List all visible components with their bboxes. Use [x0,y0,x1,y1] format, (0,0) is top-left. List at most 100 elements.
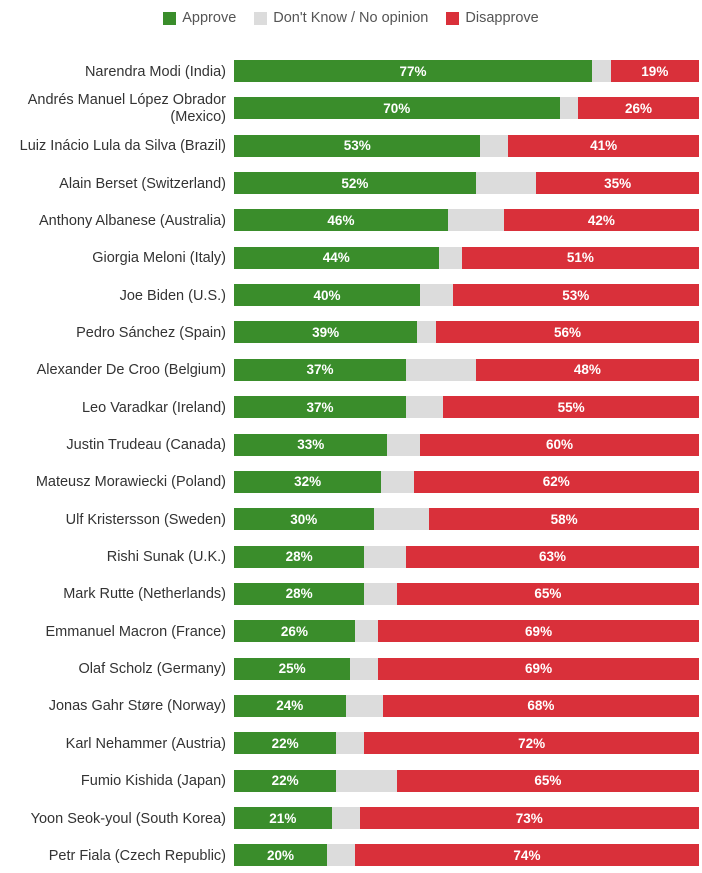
bar-row: Anthony Albanese (Australia) 46% 42% [0,206,702,236]
bar-segment-dont-know [447,209,504,232]
category-label: Emmanuel Macron (France) [45,623,227,640]
stacked-bar: 46% 42% [234,209,699,232]
category-label: Alexander De Croo (Belgium) [36,362,226,379]
data-label-approve: 39% [312,324,340,340]
stacked-bar: 70% 26% [234,97,699,120]
stacked-bar: 25% 69% [234,657,699,680]
data-label-disapprove: 51% [566,250,594,266]
stacked-bar: 37% 48% [234,358,699,381]
bar-segment-dont-know [331,807,360,829]
bar-row: Narendra Modi (India) 77% 19% [0,57,702,87]
category-label: Rishi Sunak (U.K.) [106,549,226,566]
bar-segment-approve: 30% [234,508,374,531]
bar-segment-disapprove: 65% [396,769,699,792]
bar-segment-approve: 46% [234,209,448,232]
bar-segment-approve: 53% [234,134,481,157]
bar-segment-approve: 32% [234,470,382,493]
bar-row: Jonas Gahr Støre (Norway) 24% 68% [0,692,702,722]
stacked-bar: 20% 74% [234,844,699,867]
data-label-approve: 21% [269,810,297,826]
category-label: Narendra Modi (India) [84,63,226,80]
data-label-approve: 37% [306,399,334,415]
data-label-disapprove: 19% [641,63,669,79]
category-label: Jonas Gahr Støre (Norway) [48,698,226,715]
bar-segment-approve: 24% [234,694,346,717]
category-label: Ulf Kristersson (Sweden) [65,511,226,528]
legend-item-disapprove: Disapprove [446,10,539,26]
bar-segment-approve: 40% [234,284,420,307]
bar-row: Alexander De Croo (Belgium) 37% 48% [0,356,702,386]
category-label: Anthony Albanese (Australia) [39,212,226,229]
bar-segment-dont-know [406,358,476,381]
data-label-disapprove: 69% [525,623,553,639]
bar-segment-approve: 37% [234,358,407,381]
data-label-approve: 30% [290,511,318,527]
data-label-disapprove: 69% [525,661,553,677]
bar-row: Yoon Seok-youl (South Korea) 21% 73% [0,804,702,834]
bar-segment-approve: 22% [234,769,337,792]
bar-segment-approve: 25% [234,657,351,680]
data-label-approve: 28% [285,586,313,602]
stacked-bar: 32% 62% [234,470,699,493]
data-label-disapprove: 55% [557,399,585,415]
stacked-bar: 26% 69% [234,620,699,643]
bar-segment-dont-know [387,433,420,456]
bar-segment-approve: 44% [234,246,439,269]
bar-segment-dont-know [438,246,462,269]
bar-row: Pedro Sánchez (Spain) 39% 56% [0,318,702,348]
bar-segment-disapprove: 19% [610,60,699,82]
legend-swatch-dont-know [254,11,268,25]
bar-row: Leo Varadkar (Ireland) 37% 55% [0,393,702,423]
data-label-disapprove: 53% [562,287,590,303]
bar-row: Karl Nehammer (Austria) 22% 72% [0,729,702,759]
legend: Approve Don't Know / No opinion Disappro… [0,8,702,28]
bar-segment-disapprove: 68% [382,694,699,717]
category-label: Karl Nehammer (Austria) [65,735,226,752]
data-label-disapprove: 48% [573,362,601,378]
bar-segment-disapprove: 62% [413,470,699,493]
data-label-disapprove: 26% [625,100,653,116]
bar-segment-dont-know [336,769,397,792]
stacked-bar: 39% 56% [234,321,699,344]
bar-row: Alain Berset (Switzerland) 52% 35% [0,169,702,199]
data-label-disapprove: 56% [553,324,581,340]
legend-label-disapprove: Disapprove [465,10,539,26]
bar-segment-dont-know [364,545,407,568]
bar-segment-approve: 77% [234,60,593,82]
data-label-disapprove: 42% [587,212,615,228]
bar-segment-disapprove: 48% [475,358,699,381]
bar-row: Petr Fiala (Czech Republic) 20% 74% [0,841,702,871]
stacked-bar: 28% 65% [234,582,699,605]
data-label-approve: 46% [327,212,355,228]
data-label-approve: 77% [399,63,427,79]
data-label-approve: 52% [341,175,369,191]
bar-row: Fumio Kishida (Japan) 22% 65% [0,767,702,797]
data-label-approve: 22% [271,773,299,789]
data-label-approve: 25% [278,661,306,677]
bar-row: Ulf Kristersson (Sweden) 30% 58% [0,505,702,535]
stacked-bar: 33% 60% [234,433,699,456]
category-label: Petr Fiala (Czech Republic) [48,847,226,864]
data-label-disapprove: 74% [513,847,541,863]
bar-segment-dont-know [327,844,355,867]
category-label: Andrés Manuel López Obrador (Mexico) [27,92,226,126]
category-label: Mateusz Morawiecki (Poland) [35,474,226,491]
bar-segment-disapprove: 55% [443,396,699,419]
bar-segment-dont-know [420,284,453,307]
data-label-approve: 44% [322,250,350,266]
bar-segment-approve: 33% [234,433,388,456]
bar-row: Mark Rutte (Netherlands) 28% 65% [0,580,702,610]
data-label-disapprove: 72% [518,735,546,751]
data-label-approve: 22% [271,735,299,751]
data-label-disapprove: 62% [542,474,570,490]
data-label-disapprove: 41% [590,138,618,154]
data-label-approve: 24% [276,698,304,714]
stacked-bar: 30% 58% [234,508,699,531]
bar-segment-approve: 37% [234,396,407,419]
data-label-approve: 37% [306,362,334,378]
category-label: Alain Berset (Switzerland) [59,175,226,192]
bar-segment-approve: 52% [234,172,476,195]
bar-segment-dont-know [350,657,379,680]
category-label: Giorgia Meloni (Italy) [92,250,226,267]
data-label-disapprove: 65% [534,773,562,789]
